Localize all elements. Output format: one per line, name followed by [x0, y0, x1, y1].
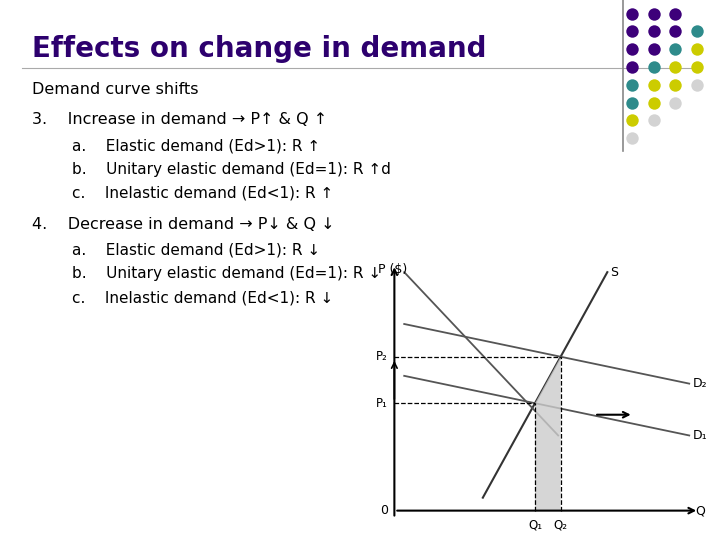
- Text: c.    Inelastic demand (Ed<1): R ↓: c. Inelastic demand (Ed<1): R ↓: [72, 290, 333, 305]
- Point: [691, 27, 703, 36]
- Point: [626, 116, 638, 125]
- Point: [648, 9, 660, 18]
- Polygon shape: [535, 357, 561, 511]
- Text: D₁: D₁: [693, 429, 707, 442]
- Text: 0: 0: [381, 504, 389, 517]
- Point: [626, 45, 638, 53]
- Point: [670, 27, 681, 36]
- Point: [648, 63, 660, 71]
- Text: Q: Q: [696, 504, 706, 517]
- Text: c.    Inelastic demand (Ed<1): R ↑: c. Inelastic demand (Ed<1): R ↑: [72, 186, 333, 201]
- Text: Q₂: Q₂: [554, 518, 567, 531]
- Point: [626, 134, 638, 143]
- Text: b.    Unitary elastic demand (Ed=1): R ↑d: b. Unitary elastic demand (Ed=1): R ↑d: [72, 162, 391, 177]
- Text: a.    Elastic demand (Ed>1): R ↑: a. Elastic demand (Ed>1): R ↑: [72, 138, 320, 153]
- Text: b.    Unitary elastic demand (Ed=1): R ↓: b. Unitary elastic demand (Ed=1): R ↓: [72, 266, 381, 281]
- Point: [670, 98, 681, 107]
- Point: [670, 63, 681, 71]
- Point: [648, 116, 660, 125]
- Text: Effects on change in demand: Effects on change in demand: [32, 35, 487, 63]
- Text: P₁: P₁: [376, 397, 388, 410]
- Point: [670, 9, 681, 18]
- Point: [670, 80, 681, 89]
- Text: D₂: D₂: [693, 377, 707, 390]
- Point: [691, 45, 703, 53]
- Text: Q₁: Q₁: [528, 518, 542, 531]
- Point: [691, 80, 703, 89]
- Point: [626, 80, 638, 89]
- Text: a.    Elastic demand (Ed>1): R ↓: a. Elastic demand (Ed>1): R ↓: [72, 242, 320, 258]
- Point: [626, 98, 638, 107]
- Text: P₂: P₂: [376, 350, 388, 363]
- Point: [626, 27, 638, 36]
- Text: Demand curve shifts: Demand curve shifts: [32, 82, 199, 97]
- Text: P ($): P ($): [378, 263, 408, 276]
- Point: [626, 9, 638, 18]
- Point: [648, 80, 660, 89]
- Text: 4.    Decrease in demand → P↓ & Q ↓: 4. Decrease in demand → P↓ & Q ↓: [32, 217, 335, 232]
- Point: [670, 45, 681, 53]
- Point: [648, 45, 660, 53]
- Point: [648, 98, 660, 107]
- Point: [691, 63, 703, 71]
- Text: S: S: [611, 266, 618, 279]
- Text: 3.    Increase in demand → P↑ & Q ↑: 3. Increase in demand → P↑ & Q ↑: [32, 112, 328, 127]
- Point: [648, 27, 660, 36]
- Point: [626, 63, 638, 71]
